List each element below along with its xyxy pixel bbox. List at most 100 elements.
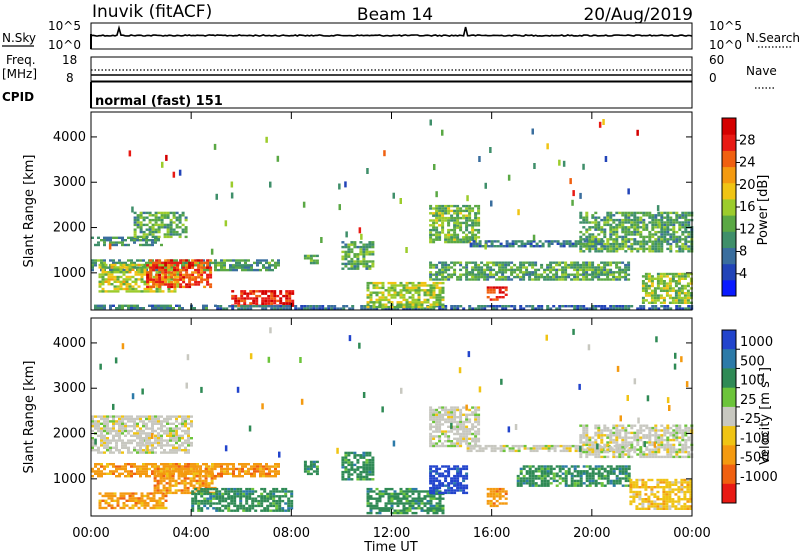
range-gate-cell [462, 231, 466, 234]
range-gate-cell [678, 240, 682, 243]
range-gate-cell [435, 416, 439, 419]
range-gate-cell [131, 285, 135, 288]
range-gate-cell [148, 449, 151, 452]
range-gate-cell [665, 292, 669, 295]
range-gate-cell [300, 305, 304, 308]
range-gate-cell [226, 470, 229, 473]
echo-region [366, 281, 445, 309]
range-gate-cell [148, 304, 151, 307]
range-gate-cell [450, 491, 454, 495]
range-gate-cell [198, 482, 202, 485]
range-gate-cell [97, 429, 100, 433]
range-gate-cell [210, 482, 214, 485]
range-gate-cell [650, 280, 654, 283]
range-gate-cell [648, 247, 652, 251]
range-gate-cell [265, 472, 268, 475]
range-gate-cell [152, 499, 156, 502]
range-gate-cell [656, 282, 660, 285]
range-gate-cell [101, 280, 105, 283]
range-gate-cell [453, 416, 457, 419]
range-gate-cell [462, 307, 466, 310]
range-gate-cell [654, 221, 658, 224]
range-gate-cell [210, 467, 214, 471]
range-gate-cell [244, 463, 247, 466]
range-gate-cell [540, 273, 544, 276]
range-gate-cell [681, 245, 685, 248]
range-gate-cell [187, 415, 190, 418]
range-gate-cell [441, 289, 445, 292]
range-gate-cell [265, 261, 268, 265]
range-gate-cell [175, 218, 179, 222]
range-gate-cell [683, 294, 687, 297]
range-gate-cell [359, 454, 363, 457]
range-gate-cell [208, 261, 211, 265]
range-gate-cell [501, 266, 505, 269]
range-gate-cell [429, 507, 433, 510]
range-gate-cell [119, 280, 123, 283]
range-gate-cell [444, 236, 448, 239]
range-gate-cell [453, 226, 457, 229]
range-gate-cell [502, 444, 506, 448]
range-gate-cell [106, 444, 109, 447]
range-gate-cell [131, 275, 135, 279]
range-gate-cell [133, 241, 136, 244]
range-gate-cell [208, 470, 211, 473]
range-gate-cell [579, 211, 583, 215]
range-gate-cell [556, 240, 560, 243]
range-gate-cell [429, 477, 433, 480]
range-gate-cell [429, 233, 433, 237]
range-gate-cell [647, 275, 651, 278]
range-gate-cell [124, 441, 127, 445]
range-gate-cell [468, 442, 472, 445]
range-gate-cell [387, 301, 391, 304]
range-gate-cell [684, 214, 688, 217]
range-gate-cell [365, 267, 369, 270]
range-gate-cell [167, 268, 171, 271]
range-gate-cell [396, 499, 400, 503]
range-gate-cell [504, 275, 508, 279]
range-gate-cell [133, 446, 136, 449]
range-gate-cell [429, 238, 433, 241]
range-gate-cell [441, 263, 445, 267]
range-gate-cell [492, 307, 496, 310]
range-gate-cell [157, 422, 160, 425]
range-gate-cell [112, 472, 115, 475]
range-gate-cell [151, 470, 154, 473]
range-gate-cell [124, 427, 127, 430]
range-gate-cell [103, 429, 106, 433]
range-gate-cell [465, 266, 469, 269]
range-gate-cell [477, 428, 481, 431]
range-gate-cell [146, 264, 150, 267]
range-gate-cell [148, 211, 152, 215]
range-gate-cell [183, 491, 187, 495]
range-gate-cell [456, 207, 460, 210]
range-gate-cell [206, 499, 210, 503]
range-gate-cell [432, 497, 436, 500]
range-gate-cell [453, 425, 457, 428]
range-gate-cell [653, 292, 657, 295]
range-gate-cell [621, 214, 625, 217]
range-gate-cell [426, 307, 430, 310]
range-gate-cell [453, 418, 457, 421]
range-gate-cell [255, 290, 259, 293]
range-gate-cell [107, 278, 111, 281]
range-gate-cell [166, 441, 169, 445]
range-gate-cell [248, 497, 252, 500]
range-gate-cell [245, 502, 249, 505]
range-gate-cell [549, 268, 553, 272]
range-gate-cell [588, 263, 592, 267]
range-gate-cell [125, 290, 129, 293]
range-gate-cell [215, 495, 219, 498]
range-gate-cell [681, 230, 685, 234]
range-gate-cell [137, 271, 141, 274]
range-gate-cell [441, 296, 445, 299]
range-gate-cell [169, 218, 173, 222]
range-gate-cell [585, 271, 589, 274]
range-gate-cell [243, 297, 247, 300]
range-gate-cell [683, 292, 687, 295]
range-gate-cell [192, 484, 196, 487]
range-gate-cell [456, 226, 460, 229]
range-gate-cell [104, 290, 108, 293]
range-gate-cell [562, 245, 566, 248]
range-gate-cell [456, 474, 460, 478]
